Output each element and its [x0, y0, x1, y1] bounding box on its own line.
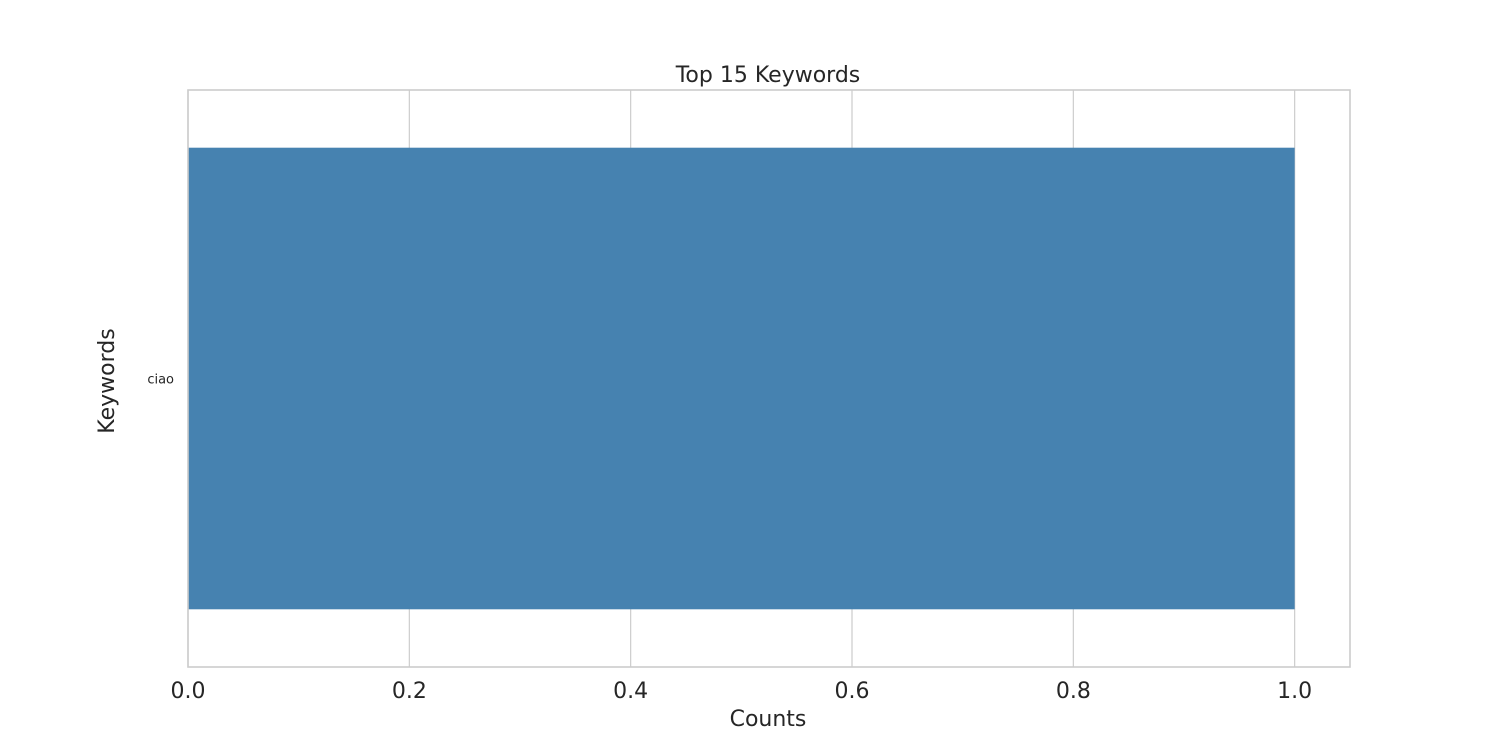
x-tick-labels: 0.0 0.2 0.4 0.6 0.8 1.0: [171, 679, 1313, 704]
chart-title: Top 15 Keywords: [675, 63, 861, 88]
plot-frame: [187, 89, 1351, 668]
x-tick-label: 0.2: [392, 679, 427, 704]
x-tick-label: 0.8: [1056, 679, 1091, 704]
bars: [188, 147, 1295, 610]
x-tick-label: 1.0: [1277, 679, 1312, 704]
x-axis-label: Counts: [730, 707, 807, 732]
x-tick-label: 0.0: [171, 679, 206, 704]
x-tick-label: 0.4: [613, 679, 648, 704]
y-tick-labels: ciao: [147, 373, 174, 388]
bar-ciao: [188, 147, 1295, 610]
x-tick-label: 0.6: [835, 679, 870, 704]
y-axis-label: Keywords: [95, 328, 120, 433]
y-tick-label: ciao: [147, 373, 174, 388]
